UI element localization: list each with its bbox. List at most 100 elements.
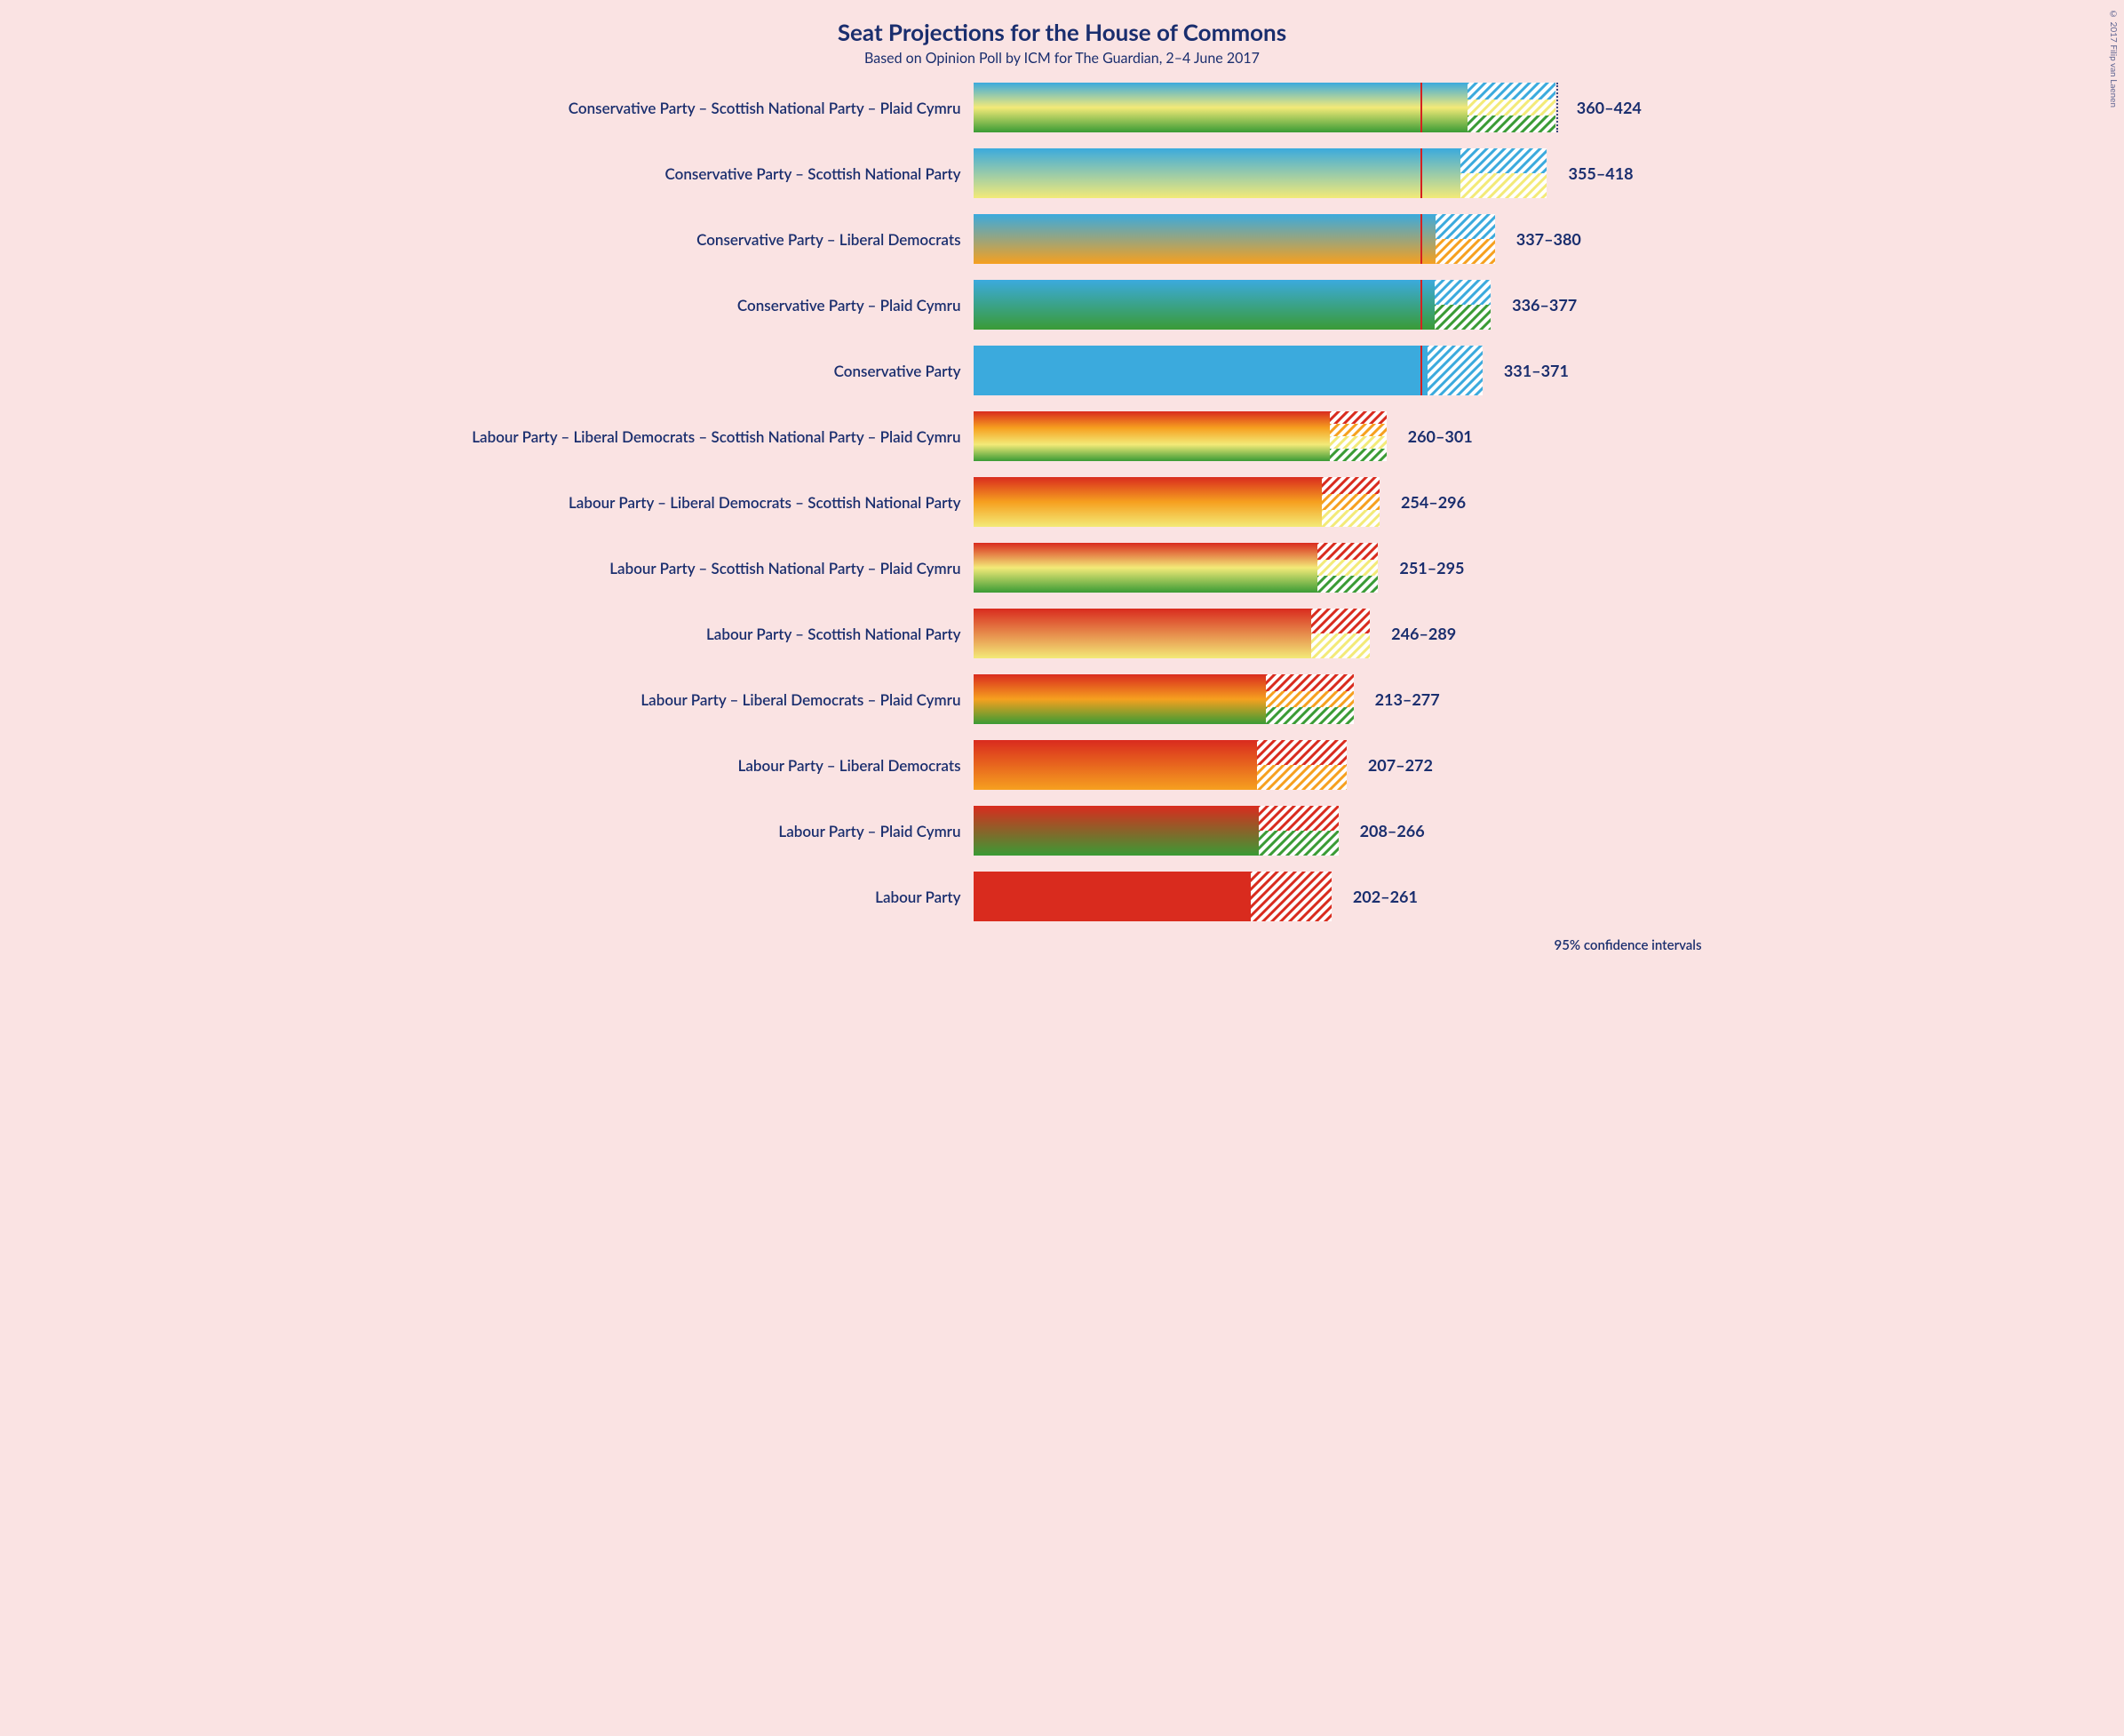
majority-threshold-line — [1420, 148, 1422, 198]
bar-solid — [974, 674, 1266, 724]
chart-row: Labour Party – Plaid Cymru 208–266 — [423, 806, 1702, 856]
ci-hatch-segment — [1322, 494, 1380, 511]
ci-hatch-segment — [1266, 707, 1354, 724]
bar-confidence-interval — [1311, 609, 1370, 658]
seat-range-value: 208–266 — [1349, 821, 1425, 840]
seat-range-value: 360–424 — [1566, 98, 1642, 117]
seat-projection-chart: Conservative Party – Scottish National P… — [423, 83, 1702, 921]
chart-subtitle: Based on Opinion Poll by ICM for The Gua… — [27, 50, 2097, 67]
coalition-label: Conservative Party – Liberal Democrats — [423, 230, 974, 249]
ci-hatch-segment — [1435, 305, 1491, 330]
bar-area — [974, 806, 1578, 856]
bar-confidence-interval — [1436, 214, 1494, 264]
coalition-label: Conservative Party — [423, 362, 974, 380]
seat-range-value: 251–295 — [1388, 558, 1464, 577]
coalition-label: Labour Party – Liberal Democrats — [423, 756, 974, 775]
ci-hatch-segment — [1436, 239, 1494, 264]
ci-hatch-segment — [1266, 674, 1354, 691]
ci-hatch-segment — [1259, 806, 1339, 831]
coalition-label: Labour Party – Liberal Democrats – Scott… — [423, 427, 974, 446]
coalition-label: Labour Party – Liberal Democrats – Plaid… — [423, 690, 974, 709]
ci-hatch-segment — [1435, 280, 1491, 305]
bar-solid — [974, 609, 1311, 658]
bar-confidence-interval — [1251, 872, 1332, 921]
coalition-label: Labour Party – Liberal Democrats – Scott… — [423, 493, 974, 512]
bar-confidence-interval — [1435, 280, 1491, 330]
bar-area — [974, 872, 1578, 921]
seat-range-value: 254–296 — [1390, 492, 1466, 512]
ci-hatch-segment — [1330, 411, 1386, 424]
ci-hatch-segment — [1322, 510, 1380, 527]
ci-hatch-segment — [1317, 543, 1378, 560]
bar-confidence-interval — [1266, 674, 1354, 724]
ci-hatch-segment — [1460, 173, 1547, 198]
bar-solid — [974, 477, 1323, 527]
majority-threshold-line — [1420, 83, 1422, 132]
majority-threshold-line — [1420, 280, 1422, 330]
ci-hatch-segment — [1266, 691, 1354, 708]
ci-hatch-segment — [1330, 424, 1386, 436]
coalition-label: Labour Party — [423, 888, 974, 906]
ci-hatch-segment — [1259, 831, 1339, 856]
bar-area — [974, 740, 1578, 790]
coalition-label: Conservative Party – Scottish National P… — [423, 164, 974, 183]
ci-hatch-segment — [1330, 449, 1386, 461]
chart-row: Conservative Party – Scottish National P… — [423, 83, 1702, 132]
coalition-label: Conservative Party – Scottish National P… — [423, 99, 974, 117]
bar-solid — [974, 148, 1461, 198]
majority-threshold-line — [1420, 346, 1422, 395]
seat-range-value: 213–277 — [1364, 689, 1440, 709]
ci-hatch-segment — [1311, 633, 1370, 658]
chart-row: Labour Party – Scottish National Party24… — [423, 609, 1702, 658]
chart-row: Conservative Party – Liberal Democrats 33… — [423, 214, 1702, 264]
chart-row: Conservative Party – Scottish National P… — [423, 148, 1702, 198]
ci-hatch-segment — [1317, 576, 1378, 593]
bar-solid — [974, 411, 1331, 461]
bar-area — [974, 280, 1578, 330]
bar-area — [974, 148, 1578, 198]
bar-confidence-interval — [1322, 477, 1380, 527]
majority-threshold-line — [1420, 214, 1422, 264]
seat-range-value: 207–272 — [1357, 755, 1433, 775]
chart-row: Labour Party – Liberal Democrats 207–272 — [423, 740, 1702, 790]
bar-area — [974, 543, 1578, 593]
bar-solid — [974, 214, 1436, 264]
coalition-label: Labour Party – Plaid Cymru — [423, 822, 974, 840]
bar-area — [974, 346, 1578, 395]
ci-hatch-segment — [1460, 148, 1547, 173]
bar-area — [974, 214, 1578, 264]
ci-hatch-segment — [1311, 609, 1370, 633]
chart-row: Conservative Party – Plaid Cymru 336–377 — [423, 280, 1702, 330]
seat-range-value: 355–418 — [1558, 163, 1634, 183]
ci-hatch-segment — [1257, 740, 1346, 765]
ci-hatch-segment — [1436, 214, 1494, 239]
seat-range-value: 331–371 — [1493, 361, 1569, 380]
bar-solid — [974, 280, 1435, 330]
copyright-text: © 2017 Filip van Laenen — [2108, 9, 2119, 108]
coalition-label: Labour Party – Scottish National Party –… — [423, 559, 974, 577]
bar-confidence-interval — [1259, 806, 1339, 856]
bar-solid — [974, 543, 1318, 593]
bar-confidence-interval — [1428, 346, 1483, 395]
gridline — [1556, 83, 1558, 132]
chart-title: Seat Projections for the House of Common… — [27, 18, 2097, 46]
chart-row: Labour Party – Liberal Democrats – Scott… — [423, 477, 1702, 527]
bar-area — [974, 83, 1578, 132]
ci-hatch-segment — [1330, 436, 1386, 449]
confidence-interval-note: 95% confidence intervals — [423, 937, 1702, 953]
bar-confidence-interval — [1317, 543, 1378, 593]
ci-hatch-segment — [1468, 115, 1555, 132]
bar-area — [974, 609, 1578, 658]
seat-range-value: 337–380 — [1506, 229, 1581, 249]
seat-range-value: 336–377 — [1501, 295, 1577, 315]
coalition-label: Labour Party – Scottish National Party — [423, 625, 974, 643]
bar-area — [974, 411, 1578, 461]
bar-solid — [974, 740, 1258, 790]
coalition-label: Conservative Party – Plaid Cymru — [423, 296, 974, 315]
bar-solid — [974, 83, 1468, 132]
bar-confidence-interval — [1460, 148, 1547, 198]
chart-row: Labour Party – Scottish National Party –… — [423, 543, 1702, 593]
bar-confidence-interval — [1257, 740, 1346, 790]
ci-hatch-segment — [1257, 765, 1346, 790]
ci-hatch-segment — [1468, 100, 1555, 116]
